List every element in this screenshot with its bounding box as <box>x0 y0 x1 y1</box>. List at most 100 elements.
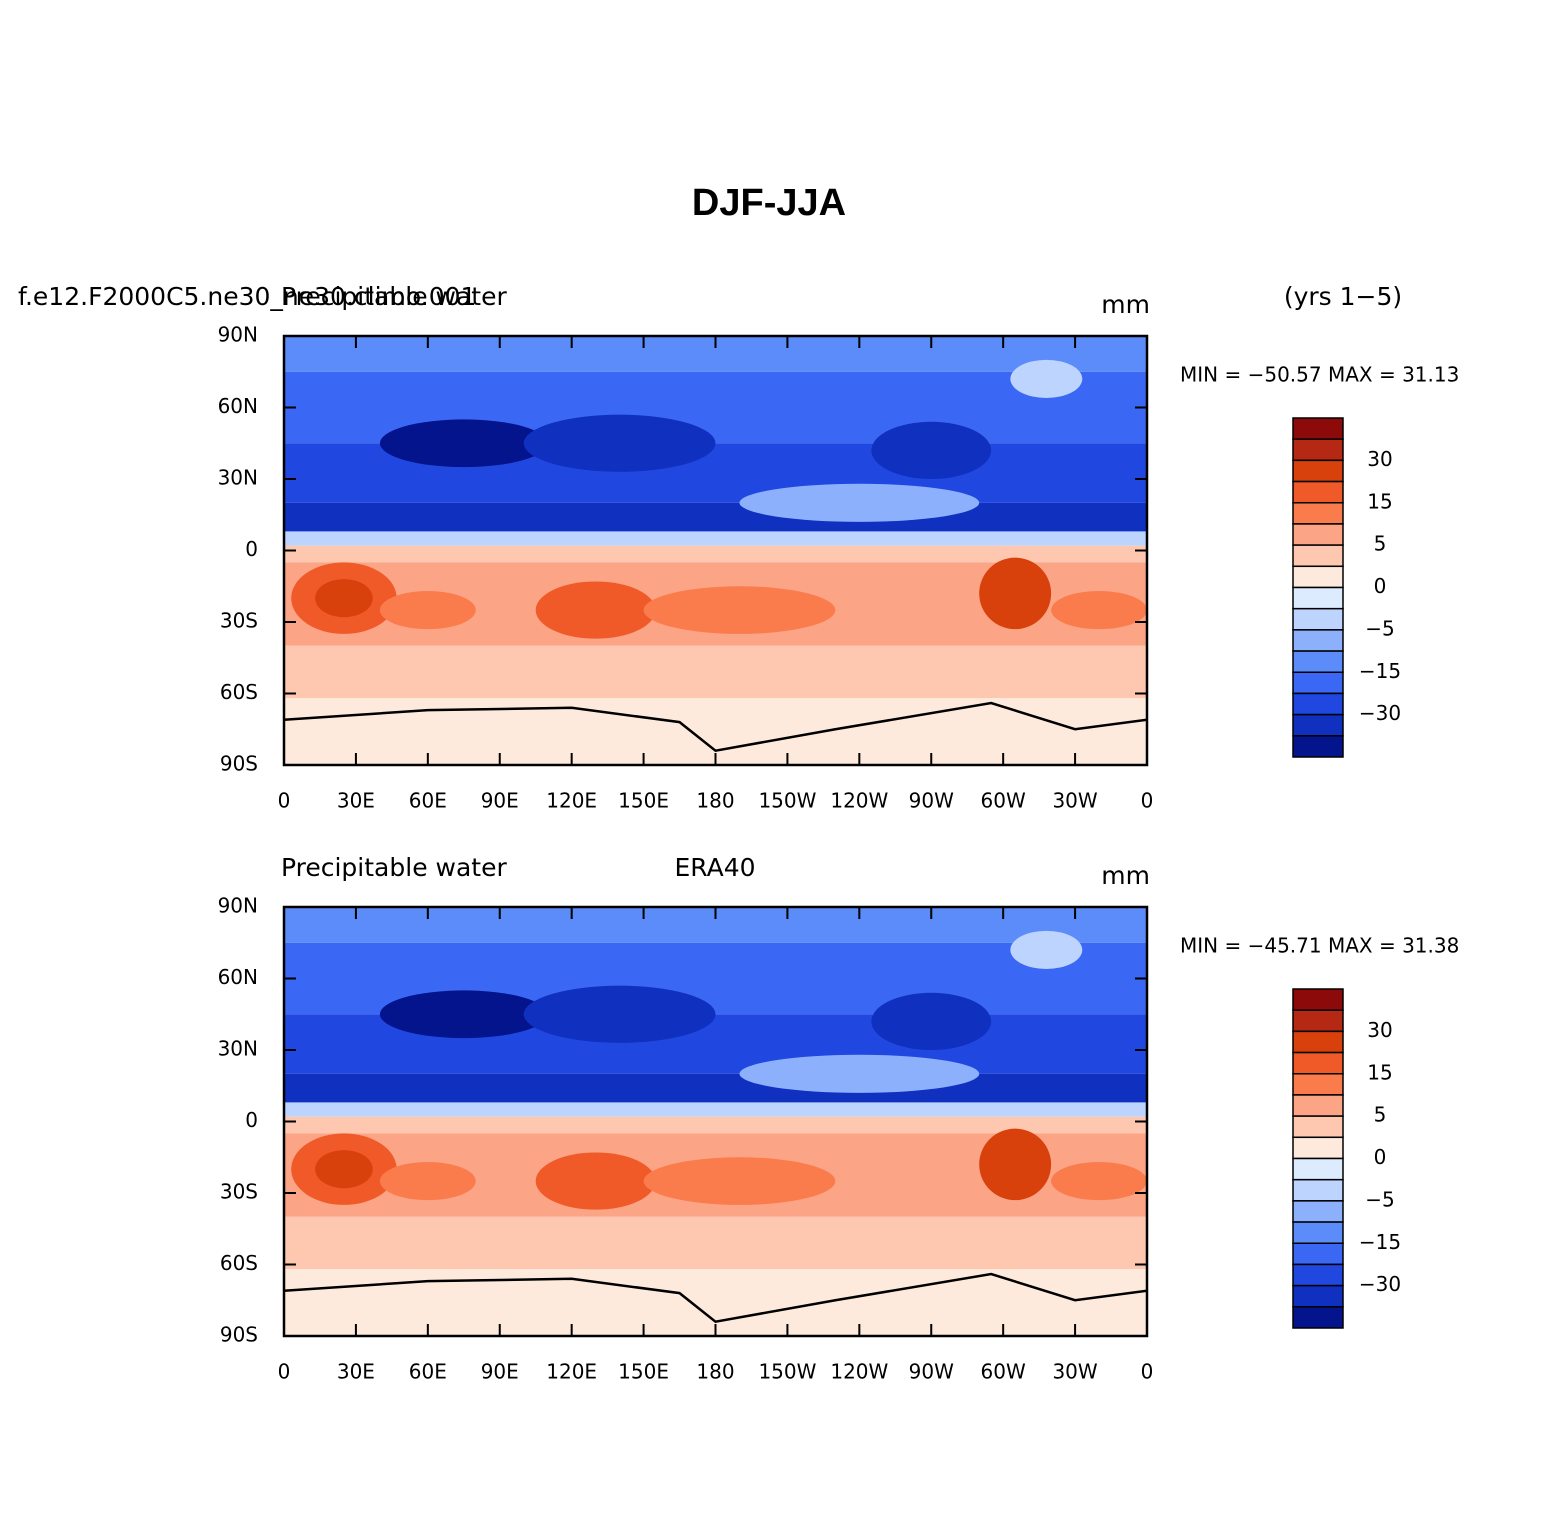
colorbar-label: −5 <box>1365 616 1394 640</box>
x-tick-label: 90E <box>481 789 519 813</box>
coastline <box>284 1272 1147 1324</box>
contour-blob <box>1010 359 1083 398</box>
left-string: Precipitable water <box>281 282 507 311</box>
contour-blob <box>523 414 716 472</box>
contour-blob <box>535 581 656 639</box>
colorbar-box <box>1292 1136 1344 1160</box>
colorbar-box <box>1292 1178 1344 1202</box>
contour-blob <box>315 579 373 618</box>
units: mm <box>1101 290 1150 319</box>
colorbar-box <box>1292 1073 1344 1096</box>
colorbar-box <box>1292 544 1344 568</box>
colorbar-box <box>1292 1306 1344 1329</box>
contour-blob <box>379 1162 476 1201</box>
colorbar-label: −5 <box>1365 1187 1394 1211</box>
contour-blob <box>1051 591 1147 630</box>
x-tick-label: 60W <box>981 1360 1026 1384</box>
y-tick-label: 30N <box>218 466 258 490</box>
contour-blob <box>643 1157 836 1205</box>
colorbar-box <box>1292 417 1344 440</box>
contour-band <box>284 1216 1147 1270</box>
y-tick-label: 90S <box>220 752 258 776</box>
colorbar-box <box>1292 565 1344 589</box>
colorbar-box <box>1292 713 1344 737</box>
y-tick-label: 60N <box>218 965 258 989</box>
x-tick-label: 180 <box>696 789 734 813</box>
colorbar-label: 0 <box>1374 574 1387 598</box>
x-tick-label: 150E <box>618 789 669 813</box>
x-tick-label: 30E <box>337 789 375 813</box>
y-tick-label: 30N <box>218 1037 258 1061</box>
y-tick-label: 90N <box>218 894 258 918</box>
colorbar-box <box>1292 1200 1344 1223</box>
min-max: MIN = −45.71 MAX = 31.38 <box>1180 934 1459 958</box>
colorbar-box <box>1292 629 1344 652</box>
x-tick-label: 120E <box>546 1360 597 1384</box>
x-tick-label: 180 <box>696 1360 734 1384</box>
colorbar-box <box>1292 692 1344 716</box>
contour-band <box>284 502 1147 532</box>
colorbar-box <box>1292 1242 1344 1266</box>
contour-blob <box>871 992 992 1050</box>
colorbar-box <box>1292 1157 1344 1181</box>
x-tick-label: 120W <box>830 789 888 813</box>
colorbar-box <box>1292 671 1344 695</box>
figure-title: DJF-JJA <box>692 182 846 224</box>
y-tick-label: 0 <box>245 537 258 561</box>
contour-band <box>284 531 1147 546</box>
colorbar-box <box>1292 1094 1344 1117</box>
colorbar-box <box>1292 438 1344 462</box>
contour-band <box>284 645 1147 699</box>
colorbar-label: −30 <box>1359 701 1401 725</box>
colorbar-label: 15 <box>1367 1060 1392 1084</box>
x-tick-label: 0 <box>278 1360 291 1384</box>
contour-blob <box>379 990 548 1039</box>
colorbar-box <box>1292 650 1344 673</box>
colorbar-box <box>1292 1030 1344 1054</box>
contour-blob <box>979 557 1052 630</box>
center-string: (yrs 1−5) <box>1284 282 1402 311</box>
coastline <box>284 701 1147 753</box>
contour-blob <box>979 1128 1052 1201</box>
left-string: Precipitable water <box>281 853 507 882</box>
contour-band <box>284 545 1147 563</box>
y-tick-label: 60N <box>218 394 258 418</box>
colorbar-box <box>1292 1263 1344 1287</box>
contour-blob <box>739 483 980 522</box>
y-tick-label: 60S <box>220 1251 258 1275</box>
x-tick-label: 60W <box>981 789 1026 813</box>
colorbar-box <box>1292 1115 1344 1139</box>
center-string: ERA40 <box>674 853 755 882</box>
colorbar-label: 5 <box>1374 1103 1387 1127</box>
contour-fill <box>284 336 1147 765</box>
contour-fill <box>284 907 1147 1336</box>
y-tick-label: 90N <box>218 323 258 347</box>
contour-blob <box>871 421 992 479</box>
colorbar-label: 0 <box>1374 1145 1387 1169</box>
x-tick-label: 150W <box>758 789 816 813</box>
colorbar-box <box>1292 735 1344 758</box>
contour-band <box>284 1116 1147 1134</box>
x-tick-label: 0 <box>278 789 291 813</box>
contour-blob <box>1051 1162 1147 1201</box>
x-tick-label: 60E <box>409 789 447 813</box>
contour-blob <box>379 591 476 630</box>
colorbar-box <box>1292 988 1344 1011</box>
min-max: MIN = −50.57 MAX = 31.13 <box>1180 363 1459 387</box>
colorbar-label: −15 <box>1359 659 1401 683</box>
x-tick-label: 90W <box>909 789 954 813</box>
contour-blob <box>523 985 716 1043</box>
x-tick-label: 120W <box>830 1360 888 1384</box>
colorbar-box <box>1292 480 1344 504</box>
colorbar-label: 30 <box>1367 447 1392 471</box>
x-tick-label: 30W <box>1052 789 1097 813</box>
colorbar-box <box>1292 523 1344 546</box>
contour-blob <box>739 1054 980 1093</box>
colorbar-label: 5 <box>1374 532 1387 556</box>
x-tick-label: 150E <box>618 1360 669 1384</box>
colorbar-label: −15 <box>1359 1230 1401 1254</box>
colorbar-box <box>1292 1221 1344 1244</box>
contour-blob <box>643 586 836 634</box>
colorbar-box <box>1292 459 1344 483</box>
